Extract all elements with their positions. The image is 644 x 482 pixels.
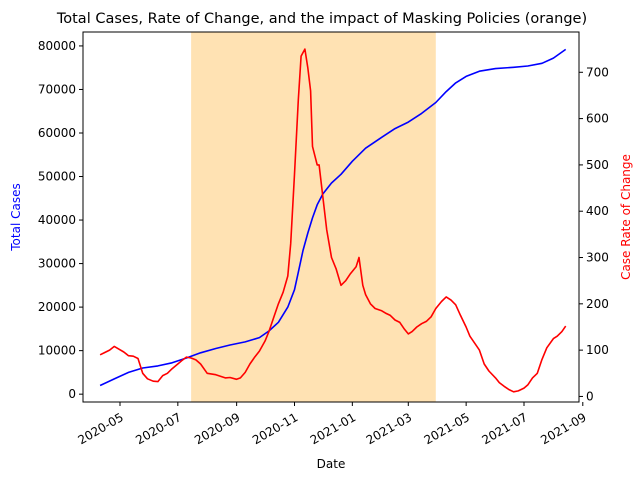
y-left-tick-label: 50000 (38, 170, 76, 184)
y-right-tick-label: 300 (586, 251, 609, 265)
y-right-tick-label: 700 (586, 65, 609, 79)
plot-frame (82, 31, 580, 403)
y-axis-right-label: Case Rate of Change (619, 154, 633, 280)
x-axis-label: Date (317, 457, 346, 471)
y-right-tick-label: 0 (586, 389, 594, 403)
y-right-tick-label: 100 (586, 343, 609, 357)
y-left-tick-label: 10000 (38, 344, 76, 358)
y-left-tick-label: 20000 (38, 300, 76, 314)
y-axis-left: 0 10000 20000 30000 40000 50000 60000 70000 8000… (38, 39, 83, 401)
plot-area (82, 31, 580, 403)
y-axis-left-label: Total Cases (9, 183, 23, 251)
chart-title: Total Cases, Rate of Change, and the imp… (56, 11, 587, 27)
y-right-tick-label: 400 (586, 204, 609, 218)
y-right-tick-label: 500 (586, 158, 609, 172)
y-axis-right: 0 100 200 300 400 500 600 700 (579, 65, 609, 403)
series-lines (99, 48, 567, 393)
rate-of-change-line (99, 48, 567, 393)
y-left-tick-label: 30000 (38, 257, 76, 271)
y-left-tick-label: 0 (68, 387, 76, 401)
y-right-tick-label: 200 (586, 297, 609, 311)
y-right-tick-label: 600 (586, 112, 609, 126)
y-left-tick-label: 40000 (38, 213, 76, 227)
y-left-tick-label: 80000 (38, 39, 76, 53)
y-left-tick-label: 60000 (38, 126, 76, 140)
total-cases-line (99, 48, 567, 387)
y-left-tick-label: 70000 (38, 82, 76, 96)
